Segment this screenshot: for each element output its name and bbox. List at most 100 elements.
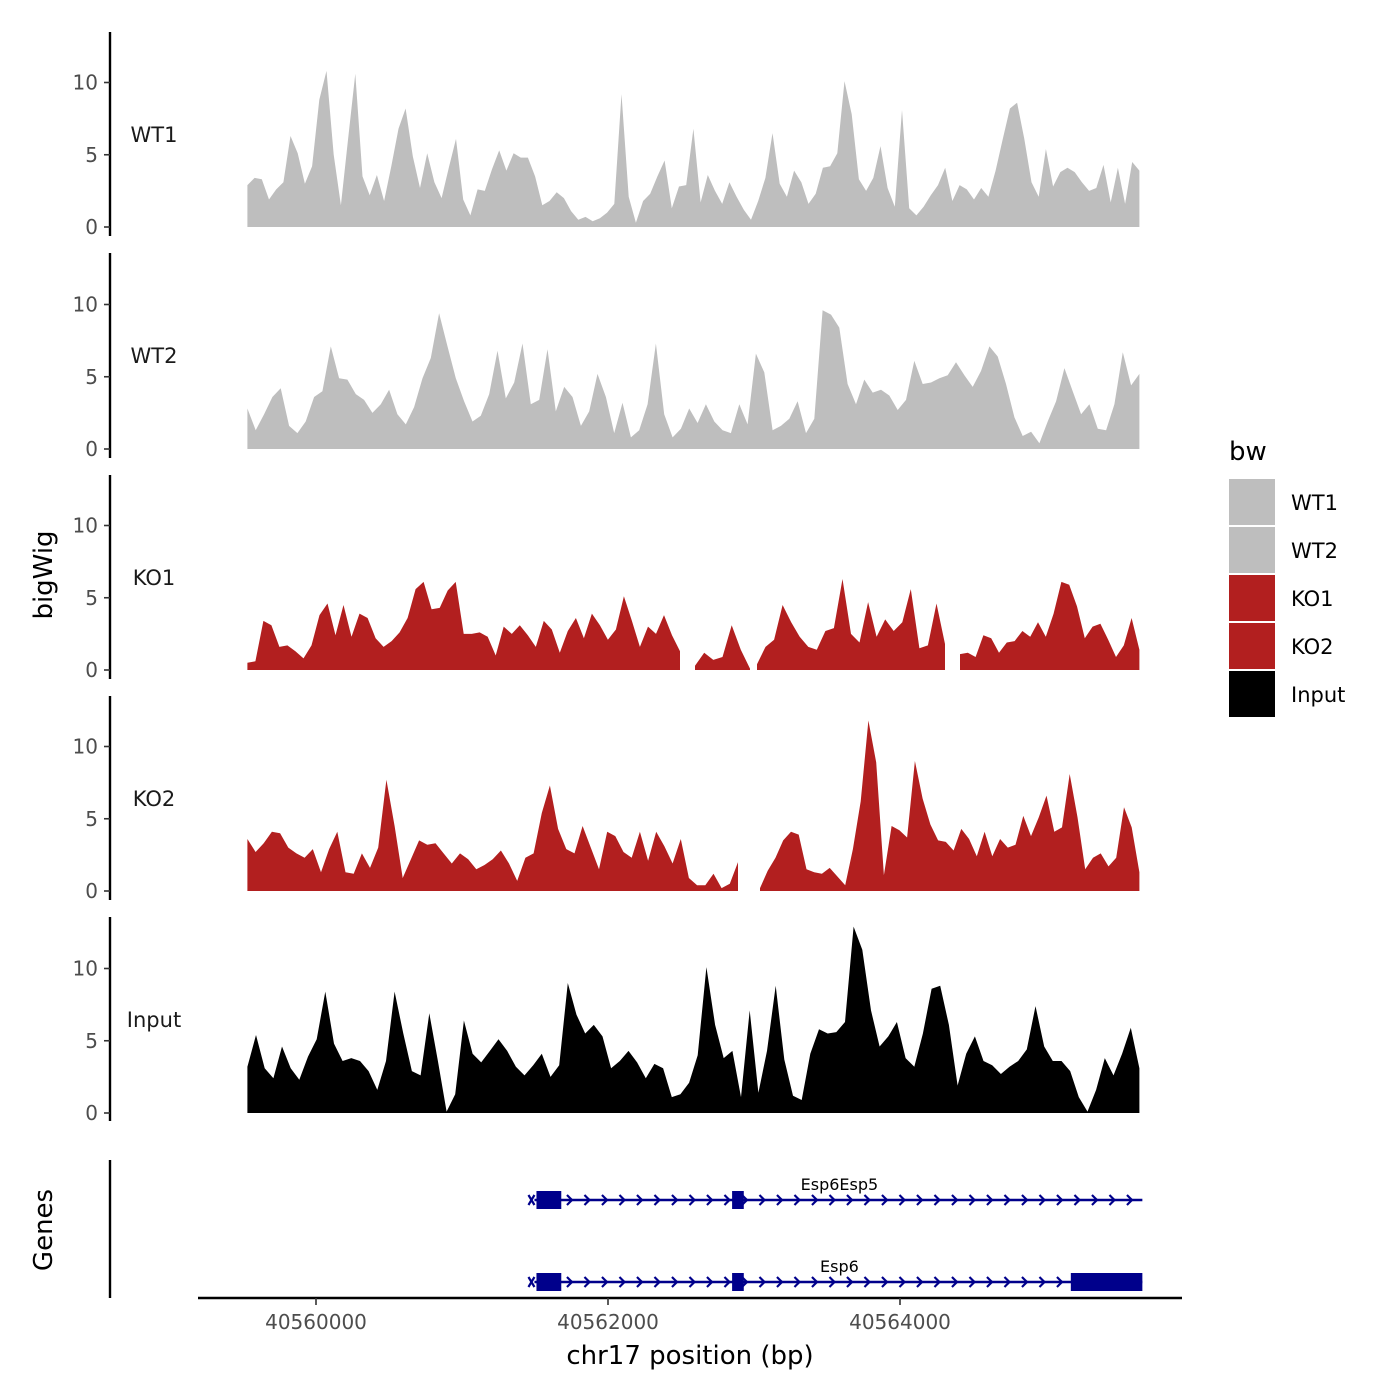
coverage-area-segment [757,579,945,670]
strand-arrow [898,1194,907,1206]
strand-arrow [916,1194,924,1206]
legend-label: KO2 [1291,635,1334,659]
x-tick-label: 40564000 [849,1310,951,1334]
y-tick-label: 5 [85,586,98,610]
strand-arrow [653,1194,662,1206]
strand-arrow [706,1276,714,1288]
transcript-esp6esp5: Esp6Esp5 [527,1175,1143,1209]
strand-arrow [881,1194,889,1206]
track-ko2: 0 5 10 KO2 [73,696,1140,903]
coverage-area-segment [695,625,750,670]
strand-arrow [636,1194,644,1206]
strand-arrow [688,1194,697,1206]
track-label: Input [127,1008,181,1032]
strand-arrow [758,1276,767,1288]
exon-block [732,1191,744,1209]
coverage-area [247,70,1140,228]
track-ko1: 0 5 10 KO1 [73,475,1140,682]
strand-arrow [706,1194,714,1206]
gene-label: Esp6 [820,1257,859,1276]
legend-label: WT2 [1291,539,1338,563]
gene-label: Esp6Esp5 [801,1175,879,1194]
strand-arrow [618,1194,627,1206]
y-tick-label: 0 [85,437,98,461]
strand-arrow [811,1194,819,1206]
genes-axis-title: Genes [29,1189,59,1271]
strand-arrow [671,1276,679,1288]
x-tick-label: 40560000 [265,1310,367,1334]
legend-key-ko1 [1229,575,1275,621]
strand-arrow [636,1276,644,1288]
legend-key-ko2 [1229,623,1275,669]
legend-key-wt1 [1229,479,1275,525]
strand-arrow [1021,1194,1029,1206]
legend-label: Input [1291,683,1345,707]
strand-arrow [811,1276,819,1288]
y-tick-label: 5 [85,1029,98,1053]
track-label: WT1 [131,123,178,147]
strand-arrow [933,1276,942,1288]
strand-arrow [863,1276,872,1288]
y-tick-label: 5 [85,807,98,831]
y-axis-title: bigWig [29,530,59,619]
y-tick-label: 0 [85,658,98,682]
strand-arrow [758,1194,767,1206]
strand-arrow [951,1194,959,1206]
tss-mark [527,1276,536,1288]
strand-arrow [583,1194,592,1206]
strand-arrow [968,1276,977,1288]
track-input: 0 5 10 Input [73,917,1140,1125]
coverage-area-segment [247,779,738,891]
strand-arrow [653,1276,662,1288]
strand-arrow [671,1194,679,1206]
strand-arrow [828,1194,837,1206]
strand-arrow [898,1276,907,1288]
track-label: WT2 [131,344,178,368]
strand-arrow [601,1194,609,1206]
strand-arrow [828,1276,837,1288]
strand-arrow [951,1276,959,1288]
strand-arrow [986,1194,994,1206]
strand-arrow [583,1276,592,1288]
coverage-area [247,310,1140,449]
track-label: KO1 [133,566,176,590]
strand-arrow [1038,1194,1047,1206]
strand-arrow [688,1276,697,1288]
x-tick-label: 40562000 [557,1310,659,1334]
coverage-area [247,926,1140,1113]
legend-title: bw [1229,437,1267,467]
strand-arrow [1021,1276,1029,1288]
y-tick-label: 5 [85,143,98,167]
strand-arrow [723,1194,732,1206]
strand-arrow [566,1276,574,1288]
coverage-area-segment [960,581,1140,670]
y-tick-label: 0 [85,215,98,239]
y-tick-label: 0 [85,879,98,903]
strand-arrow [1056,1194,1064,1206]
coverage-tracks: 0 5 10 WT1 0 5 10 WT2 0 5 10 KO1 0 5 10 KO2 0 5 10 Input [73,32,1140,1125]
strand-arrow [723,1276,732,1288]
legend-key-input [1229,671,1275,717]
legend: bw WT1 WT2 KO1 KO2 Input [1229,437,1345,717]
strand-arrow [566,1194,574,1206]
legend-label: KO1 [1291,587,1334,611]
strand-arrow [1108,1194,1117,1206]
strand-arrow [776,1276,784,1288]
strand-arrow [846,1194,854,1206]
y-tick-label: 10 [73,957,98,981]
y-tick-label: 10 [73,735,98,759]
legend-key-wt2 [1229,527,1275,573]
strand-arrow [618,1276,627,1288]
exon-block [536,1191,562,1209]
y-tick-label: 10 [73,71,98,95]
strand-arrow [1126,1194,1134,1206]
strand-arrow [863,1194,872,1206]
strand-arrow [1056,1276,1064,1288]
track-wt1: 0 5 10 WT1 [73,32,1140,239]
strand-arrow [916,1276,924,1288]
x-axis: 40560000 40562000 40564000 [198,1296,1182,1334]
strand-arrow [793,1194,802,1206]
tss-mark [527,1194,536,1206]
y-tick-label: 10 [73,514,98,538]
